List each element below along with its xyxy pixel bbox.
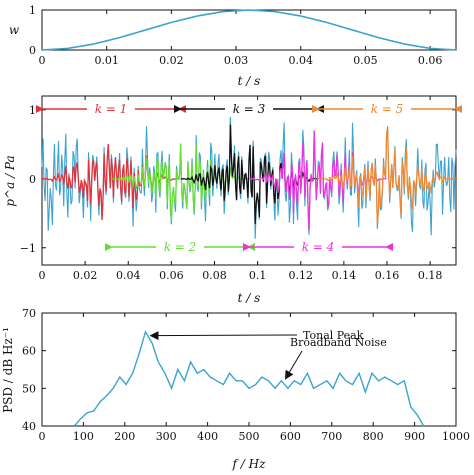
segment-curve-k4 [248,130,387,231]
window-plot-frame [41,9,457,51]
window-x-tick-label: 0.06 [418,54,443,67]
pressure-x-tick-label: 0.06 [159,269,184,282]
psd-x-tick-label: 100 [73,430,94,443]
pressure-x-tick-label: 0.18 [418,269,443,282]
window-chart: 0 0.01 0.02 0.03 0.04 0.05 0.06 01 w t / s [9,4,457,88]
psd-x-tick-label: 800 [363,430,384,443]
psd-y-ticks: 40 50 60 70 [22,307,456,433]
annotation-broadband-noise-arrow [284,350,303,380]
psd-y-tick-label: 50 [22,382,36,395]
window-x-axis-label: t / s [238,74,261,88]
segment-label-k3: k = 3 [233,102,266,116]
psd-x-tick-label: 300 [156,430,177,443]
psd-y-tick-label: 60 [22,345,36,358]
pressure-plot-frame [41,95,457,266]
annotation-broadband-noise: Broadband Noise [290,336,387,349]
segment-label-bg [363,101,411,117]
pressure-x-tick-label: 0.04 [116,269,141,282]
segment-overlays [41,124,457,231]
psd-x-tick-label: 1000 [442,430,470,443]
pressure-x-tick-label: 0.02 [73,269,98,282]
segment-label-k5: k = 5 [371,102,404,116]
pressure-x-tick-label: 0.1 [249,269,267,282]
segment-label-k1: k = 1 [95,102,128,116]
pressure-x-tick-label: 0 [39,269,46,282]
pressure-x-tick-label: 0.14 [332,269,357,282]
window-x-tick-label: 0.03 [224,54,249,67]
window-x-tick-label: 0 [39,54,46,67]
psd-x-tick-label: 600 [280,430,301,443]
psd-x-tick-label: 700 [321,430,342,443]
pressure-y-tick-label: 0 [29,173,36,186]
window-x-tick-label: 0.01 [94,54,119,67]
pressure-x-axis-label: t / s [238,291,261,305]
pressure-x-tick-label: 0.08 [202,269,227,282]
window-y-axis-label: w [9,23,20,37]
segment-label-bg [225,101,273,117]
segment-label-bg [156,239,204,255]
window-x-ticks: 0 0.01 0.02 0.03 0.04 0.05 0.06 [39,10,443,67]
segment-curve-k5 [318,128,457,224]
window-x-tick-label: 0.04 [289,54,314,67]
window-y-tick-label: 1 [29,4,36,17]
pressure-x-tick-label: 0.16 [375,269,400,282]
segment-arrows: k = 1 k = 2 k = 3 k = 4 k = 5 [36,101,462,255]
psd-x-tick-label: 0 [39,430,46,443]
psd-chart: 0 100 200 300 400 500 600 700 800 900 1000 40 50 60 7… [1,307,470,471]
window-x-tick-label: 0.05 [353,54,378,67]
annotation-tonal-peak: Tonal Peak [303,329,364,342]
psd-x-ticks: 0 100 200 300 400 500 600 700 800 900 1000 [39,313,470,443]
psd-x-tick-label: 400 [197,430,218,443]
segment-label-k2: k = 2 [164,240,197,254]
psd-y-axis-label: PSD / dB Hz⁻¹ [1,327,15,413]
psd-y-tick-label: 40 [22,420,36,433]
window-curve [41,9,457,51]
window-x-tick-label: 0.02 [159,54,184,67]
annotation-tonal-peak-arrow [149,331,298,341]
psd-x-tick-label: 200 [114,430,135,443]
pressure-x-ticks: 0 0.02 0.04 0.06 0.08 0.1 0.12 0.14 0.16 0.18 [39,96,443,282]
pressure-y-axis-label: p^a / Pa [3,155,17,206]
pressure-x-tick-label: 0.12 [289,269,314,282]
pressure-y-tick-label: 1 [29,104,36,117]
psd-x-axis-label: f / Hz [232,457,267,471]
psd-plot-frame [41,312,457,427]
psd-x-tick-label: 500 [239,430,260,443]
pressure-y-tick-label: −1 [20,242,36,255]
psd-y-tick-label: 70 [22,307,36,320]
window-y-ticks: 01 [29,4,456,57]
segment-label-k4: k = 4 [302,240,335,254]
pressure-chart: 0 0.02 0.04 0.06 0.08 0.1 0.12 0.14 0.16 0.18 −10… [3,95,462,305]
psd-curve [73,330,425,427]
segment-label-bg [294,239,342,255]
segment-label-bg [87,101,135,117]
psd-x-tick-label: 900 [404,430,425,443]
window-y-tick-label: 0 [29,44,36,57]
